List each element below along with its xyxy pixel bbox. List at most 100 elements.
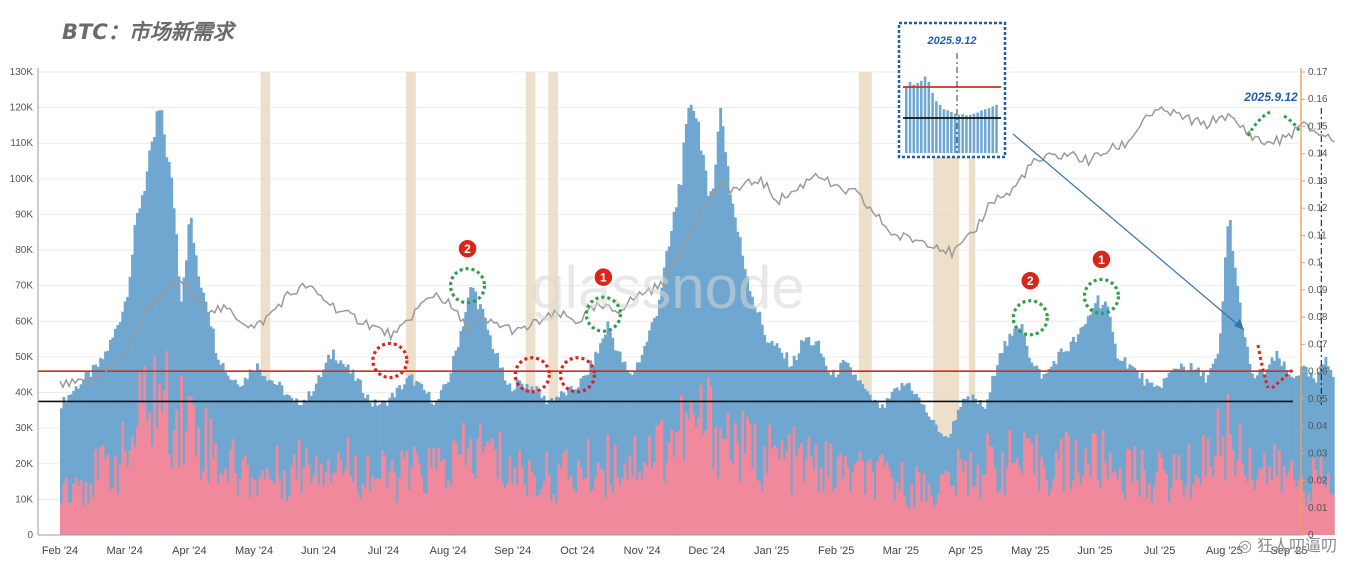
demand-bar	[1040, 378, 1044, 535]
new-buyers-bar	[474, 478, 477, 535]
new-buyers-bar	[101, 444, 105, 535]
y-right-tick-label: 0.13	[1308, 176, 1328, 187]
demand-bar	[653, 318, 656, 535]
new-buyers-bar	[557, 463, 561, 535]
new-buyers-bar	[1086, 464, 1090, 535]
new-buyers-bar	[630, 476, 634, 535]
demand-bar	[822, 357, 825, 535]
new-buyers-bar	[996, 492, 999, 535]
demand-bar	[1177, 368, 1181, 535]
new-buyers-bar	[758, 481, 762, 535]
new-buyers-bar	[596, 462, 600, 535]
new-buyers-bar	[714, 427, 718, 535]
demand-bar	[795, 360, 799, 535]
demand-bar	[996, 365, 999, 535]
demand-bar	[170, 177, 174, 535]
new-buyers-bar	[868, 458, 872, 535]
demand-bar	[118, 322, 122, 535]
new-buyers-bar	[670, 429, 674, 535]
new-buyers-bar	[559, 468, 563, 535]
x-tick-label: Jul '25	[1144, 545, 1175, 557]
demand-bar	[1192, 369, 1195, 535]
new-buyers-bar	[1155, 472, 1159, 535]
new-buyers-bar	[947, 472, 950, 535]
demand-bar	[907, 382, 911, 535]
new-buyers-bar	[567, 480, 571, 535]
inset-bar	[995, 104, 998, 153]
demand-bar	[1050, 366, 1053, 535]
new-buyers-bar	[1219, 455, 1222, 535]
inset-bar	[935, 101, 938, 153]
new-buyers-bar	[211, 459, 215, 535]
demand-bar	[1103, 301, 1107, 535]
demand-bar	[219, 364, 223, 535]
new-buyers-bar	[1187, 443, 1191, 535]
demand-bar	[1270, 357, 1274, 535]
new-buyers-bar	[878, 455, 882, 535]
new-buyers-bar	[258, 476, 262, 535]
demand-bar	[841, 359, 845, 535]
new-buyers-bar	[393, 472, 397, 535]
demand-bar	[104, 351, 107, 535]
new-buyers-bar	[920, 500, 923, 535]
demand-bar	[1174, 368, 1178, 535]
demand-bar	[667, 246, 671, 535]
demand-bar	[915, 393, 919, 535]
demand-bar	[861, 384, 865, 535]
demand-bar	[770, 340, 774, 535]
demand-bar	[927, 416, 931, 535]
new-buyers-bar	[231, 439, 235, 535]
new-buyers-bar	[851, 472, 855, 535]
new-buyers-bar	[1162, 470, 1166, 535]
demand-bar	[72, 390, 76, 535]
demand-bar	[160, 110, 164, 535]
demand-bar	[626, 370, 629, 535]
demand-bar	[1317, 371, 1320, 535]
demand-bar	[1074, 342, 1078, 535]
demand-bar	[265, 380, 269, 535]
new-buyers-bar	[589, 491, 593, 535]
new-buyers-bar	[1150, 502, 1154, 535]
demand-bar	[920, 403, 923, 535]
new-buyers-bar	[449, 485, 453, 535]
new-buyers-bar	[1042, 466, 1046, 535]
new-buyers-bar	[998, 490, 1002, 535]
demand-bar	[594, 351, 598, 535]
demand-bar	[327, 354, 330, 535]
new-buyers-bar	[471, 473, 475, 535]
new-buyers-bar	[937, 493, 941, 535]
demand-bar	[721, 126, 725, 536]
demand-bar	[687, 107, 691, 535]
new-buyers-bar	[148, 412, 152, 535]
demand-bar	[1150, 382, 1154, 535]
demand-bar	[486, 329, 490, 535]
new-buyers-bar	[856, 460, 860, 535]
new-buyers-bar	[1253, 489, 1257, 535]
new-buyers-bar	[378, 478, 382, 535]
demand-bar	[569, 386, 573, 535]
demand-bar	[1287, 374, 1291, 535]
highlight-band	[968, 72, 976, 535]
demand-bar	[555, 396, 558, 535]
new-buyers-bar	[99, 447, 103, 535]
new-buyers-bar	[1172, 453, 1176, 535]
demand-bar	[476, 309, 480, 535]
demand-bar	[981, 406, 985, 535]
new-buyers-bar	[275, 445, 279, 535]
new-buyers-bar	[297, 439, 301, 535]
new-buyers-bar	[483, 445, 487, 535]
demand-bar	[202, 292, 205, 535]
new-buyers-bar	[133, 446, 137, 535]
new-buyers-bar	[282, 470, 286, 535]
demand-bar	[324, 362, 328, 535]
new-buyers-bar	[140, 403, 144, 535]
credit-label: ◎ 狂人叨逼叨	[1238, 532, 1337, 556]
demand-bar	[1062, 352, 1066, 535]
demand-bar	[388, 397, 392, 535]
demand-bar	[351, 369, 355, 535]
demand-bar	[1265, 368, 1269, 535]
new-buyers-bar	[677, 429, 681, 535]
demand-bar	[123, 301, 127, 535]
demand-bar	[128, 276, 132, 535]
demand-bar	[665, 251, 669, 535]
